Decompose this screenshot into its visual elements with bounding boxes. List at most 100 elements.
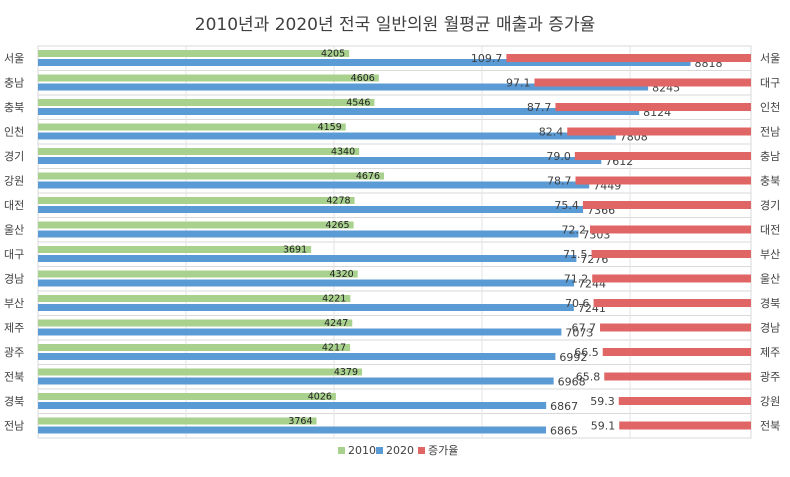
data-label-growth-rate: 65.8 [576,371,601,384]
left-category-label: 경북 [4,395,24,408]
bar-2020 [38,132,616,140]
bar-2020 [38,181,590,189]
data-label-growth-rate: 87.7 [527,101,552,114]
left-category-label: 인천 [4,125,24,139]
bar-growth-rate [575,176,751,185]
legend-label: 2010 [348,444,376,457]
bar-2020 [38,108,640,115]
bar-2020 [38,402,547,409]
data-label-2010: 4676 [356,171,380,182]
data-label-2010: 4606 [351,73,375,84]
bar-2010 [38,368,363,376]
bar-growth-rate [592,274,751,283]
right-category-label: 충남 [760,150,780,163]
bar-2020 [38,279,575,287]
bar-growth-rate [589,225,751,234]
right-category-label: 경북 [760,297,780,310]
bar-2010 [38,221,354,229]
bar-growth-rate [618,397,751,405]
right-category-label: 강원 [760,395,780,408]
data-label-growth-rate: 78.7 [547,175,572,188]
bar-growth-rate [534,78,751,87]
bar-2010 [38,74,379,82]
bar-2010 [38,172,385,180]
data-label-2010: 4221 [322,294,346,305]
data-label-growth-rate: 75.4 [554,199,579,212]
data-label-2010: 4217 [322,343,346,354]
bar-growth-rate [506,54,751,62]
data-label-2010: 3764 [288,416,312,427]
bar-2010 [38,246,312,253]
bar-2010 [38,393,336,400]
left-category-label: 경기 [4,150,24,163]
data-label-2020: 6865 [550,425,578,438]
left-category-label: 제주 [4,322,24,335]
data-label-2010: 4205 [321,49,345,60]
left-category-label: 서울 [4,52,24,65]
right-category-label: 제주 [760,346,780,359]
right-category-label: 대구 [760,77,780,90]
right-category-label: 전남 [760,126,780,139]
bar-2010 [38,148,360,155]
bar-2010 [38,344,351,351]
right-category-label: 대전 [760,224,780,237]
bar-2020 [38,83,649,91]
data-label-growth-rate: 66.5 [574,346,599,359]
data-label-2020: 6968 [558,376,586,389]
bar-growth-rate [619,421,751,430]
left-category-label: 대구 [4,248,24,261]
bar-2010 [38,197,355,204]
left-category-label: 강원 [4,175,24,188]
left-category-label: 대전 [4,199,24,212]
data-label-2020: 7073 [565,327,593,340]
data-label-growth-rate: 67.7 [572,322,597,335]
legend-swatch [338,447,345,454]
data-label-2010: 4546 [346,98,370,109]
bar-growth-rate [567,127,751,136]
left-category-label: 충남 [4,77,24,90]
right-category-label: 서울 [760,52,780,65]
right-category-label: 충북 [760,175,780,188]
data-label-2010: 4247 [324,318,348,329]
legend-swatch [418,447,425,454]
bar-growth-rate [574,152,751,160]
data-label-growth-rate: 82.4 [539,126,564,139]
data-label-2020: 6867 [550,400,578,413]
left-category-label: 광주 [4,346,24,359]
data-label-growth-rate: 71.2 [564,273,589,286]
bar-growth-rate [593,299,751,307]
left-category-label: 부산 [4,297,24,310]
bar-2020 [38,304,574,311]
data-label-growth-rate: 70.6 [565,297,590,310]
bar-growth-rate [555,103,751,111]
data-label-2010: 4379 [334,367,358,378]
right-category-label: 전북 [760,420,780,433]
data-label-2010: 3691 [283,245,307,256]
bar-growth-rate [600,323,751,332]
bar-growth-rate [591,250,751,258]
bar-2010 [38,123,346,131]
data-label-growth-rate: 79.0 [546,150,571,163]
left-category-label: 전남 [4,420,24,433]
data-label-growth-rate: 71.5 [563,248,588,261]
bar-2010 [38,99,375,106]
data-label-2010: 4026 [308,392,332,403]
bar-2010 [38,319,353,327]
bar-2010 [38,417,317,425]
legend-swatch [376,447,383,454]
bar-2020 [38,255,577,262]
right-category-label: 광주 [760,371,780,384]
bar-growth-rate [604,372,751,381]
right-category-label: 경남 [760,322,780,335]
left-category-label: 충북 [4,101,24,114]
bar-growth-rate [582,201,751,209]
data-label-2010: 4265 [325,220,349,231]
bar-growth-rate [602,348,751,356]
data-label-2010: 4278 [326,196,350,207]
bar-2010 [38,270,358,278]
chart-title: 2010년과 2020년 전국 일반의원 월평균 매출과 증가율 [194,15,596,35]
bar-2020 [38,377,554,385]
data-label-growth-rate: 109.7 [471,52,503,65]
